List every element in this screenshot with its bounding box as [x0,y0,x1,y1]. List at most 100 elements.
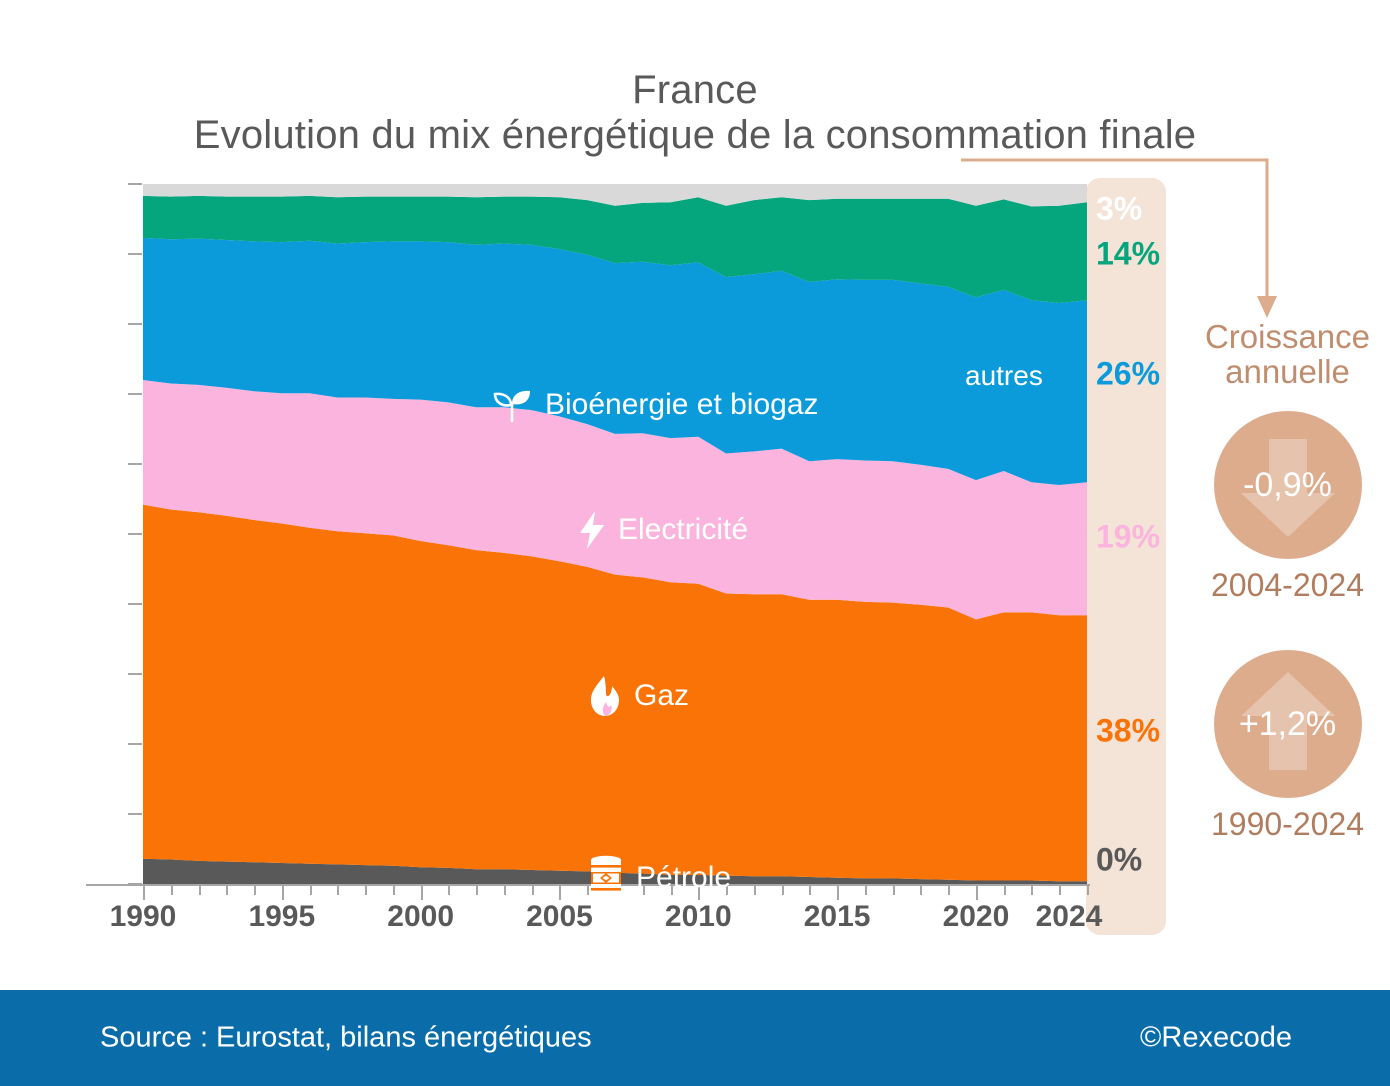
x-axis-tick-mark [365,886,368,895]
y-axis: 0%10%20%30%40%50%60%70%80%90%100% [0,170,1180,945]
x-axis-tick-mark [281,886,284,900]
x-axis-tick-mark [337,886,340,895]
x-axis-tick-label: 1990 [109,900,177,933]
annual-growth-panel: Croissance annuelle -0,9% 2004-2024 +1,2… [1185,318,1390,843]
footer-copyright: ©Rexecode [1140,1021,1292,1054]
x-axis-tick-mark [837,886,840,900]
x-axis-tick-mark [476,886,479,895]
x-axis-tick-mark [1059,886,1062,895]
x-axis-tick-mark [642,886,645,895]
annual-growth-title-line2: annuelle [1225,352,1350,390]
page-title: France Evolution du mix énergétique de l… [0,68,1390,158]
x-axis-tick-mark [753,886,756,895]
area-series-gaz [143,380,1087,620]
x-axis-tick-mark [420,886,423,900]
growth-value-1990-2024: +1,2% [1238,704,1337,743]
y-axis-tick-mark [128,533,142,535]
area-series-electricit [143,237,1087,485]
x-axis-tick-label: 2020 [942,900,1010,933]
series-label-autres: autres [965,360,1043,391]
x-axis-tick-label: 2010 [664,900,732,933]
y-axis-tick-mark [128,323,142,325]
x-axis-label-2024: 2024 [1035,900,1103,933]
lightning-bolt-icon [578,510,606,550]
x-axis-tick-mark [809,886,812,895]
callout-arrow-icon [961,158,1277,318]
footer-source-text: Source : Eurostat, bilans énergétiques [100,1021,592,1054]
footer-bar: Source : Eurostat, bilans énergétiques ©… [0,990,1390,1086]
end-share-bioenergie: 14% [1096,235,1161,272]
arrow-down-icon [1240,439,1335,538]
x-axis-tick-label: 2000 [387,900,455,933]
x-axis-tick-mark [1087,886,1089,895]
end-share-gaz: 19% [1096,518,1161,555]
growth-badge-down: -0,9% [1213,411,1362,560]
series-label-gaz-text: Gaz [634,679,690,712]
y-axis-tick-mark [128,183,142,185]
growth-item-1990-2024: +1,2% 1990-2024 [1185,650,1390,843]
area-series-autres [143,184,1087,207]
end-values-panel [1086,178,1166,935]
oil-barrel-icon [588,855,624,901]
growth-value-2004-2024: -0,9% [1243,465,1332,504]
series-label-bioenergie: Bioénergie et biogaz [493,388,819,422]
x-axis-tick-mark [309,886,312,895]
x-axis-tick-mark [198,886,201,895]
end-share-autres: 3% [1096,190,1143,227]
arrow-up-icon [1240,672,1335,771]
series-label-petrole: Pétrole [588,855,731,901]
x-axis-tick-mark [559,886,562,900]
area-series-charbon [143,858,1087,884]
x-axis-tick-mark [864,886,867,895]
x-axis-tick-mark [254,886,257,895]
x-axis-tick-mark [892,886,895,895]
x-axis-tick-mark [503,886,506,895]
x-axis-tick-mark [531,886,534,895]
y-axis-tick-mark [128,743,142,745]
x-axis-tick-mark [448,886,451,895]
x-axis-tick-mark [948,886,951,895]
x-axis-tick-mark [781,886,784,895]
x-axis-tick-mark [392,886,395,895]
x-axis-tick-mark [920,886,923,895]
growth-item-2004-2024: -0,9% 2004-2024 [1185,411,1390,604]
y-axis-tick-mark [128,603,142,605]
series-label-bioenergie-text: Bioénergie et biogaz [545,388,819,421]
x-axis-tick-mark [143,886,145,900]
y-axis-tick-mark [128,673,142,675]
series-label-petrole-text: Pétrole [636,861,732,894]
x-axis-tick-mark [226,886,229,895]
chart-area: 0%10%20%30%40%50%60%70%80%90%100% 1990 19… [0,170,1180,1029]
x-axis-tick-mark [587,886,590,895]
x-axis-tick-mark [670,886,673,895]
x-axis-tick-label: 2015 [803,900,871,933]
x-axis-tick-mark [1031,886,1034,895]
x-axis-tick-label: 1995 [248,900,316,933]
end-share-petrole: 38% [1096,712,1161,749]
y-axis-tick-mark [128,253,142,255]
x-axis-tick-mark [726,886,729,895]
growth-period-2004-2024: 2004-2024 [1210,567,1365,604]
x-axis-line [86,884,1090,886]
x-axis-tick-mark [170,886,173,895]
x-axis-tick-label: 2005 [526,900,593,933]
end-share-charbon: 0% [1096,841,1143,878]
y-axis-tick-mark [128,463,142,465]
series-label-electricite: Electricité [578,510,748,550]
seedling-icon [493,388,533,422]
title-country: France [632,68,758,112]
growth-period-1990-2024: 1990-2024 [1210,806,1365,843]
series-label-gaz: Gaz [588,675,689,717]
annual-growth-title: Croissance annuelle [1185,318,1390,390]
series-label-electricite-text: Electricité [618,513,749,546]
area-series-bio-nergie-et-biogaz [143,195,1087,303]
flame-icon [588,675,622,717]
x-axis-tick-mark [975,886,978,900]
growth-badge-up: +1,2% [1213,650,1362,799]
y-axis-tick-mark [128,393,142,395]
y-axis-tick-mark [128,813,142,815]
x-axis-tick-mark [698,886,701,900]
end-share-electricite: 26% [1096,355,1161,392]
annual-growth-title-line1: Croissance [1204,318,1371,355]
